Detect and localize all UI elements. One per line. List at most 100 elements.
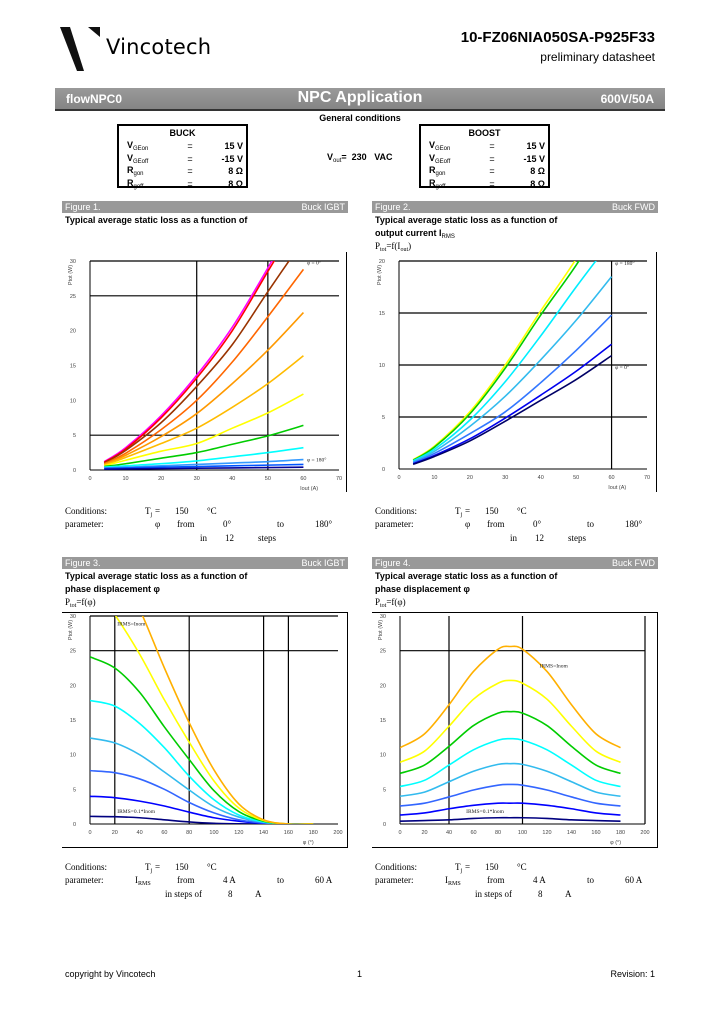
- symbol-letter: V: [127, 140, 134, 151]
- figure-device: Buck FWD: [611, 202, 655, 212]
- buck-title: BUCK: [169, 128, 196, 138]
- x-tick-label: 20: [112, 830, 118, 836]
- y-tick-label: 10: [379, 363, 385, 369]
- figure-header: Figure 3. Buck IGBT: [62, 557, 348, 569]
- value: -15 V: [221, 153, 243, 164]
- y-tick-label: 10: [70, 398, 76, 404]
- figure-label: Figure 2.: [375, 202, 411, 212]
- func-eq: =f(φ): [76, 597, 96, 607]
- figure-function: Ptot=f(Iout): [375, 241, 411, 253]
- func-sub: tot: [380, 247, 387, 253]
- series-line: [412, 343, 613, 465]
- x-tick-label: 50: [573, 475, 579, 481]
- x-tick-label: 20: [467, 475, 473, 481]
- chart-frame: [656, 252, 657, 492]
- t-sub: j: [150, 868, 153, 874]
- buck-conditions-box: BUCK VGEon = 15 V VGEoff = -15 V Rgon = 8 Ω Rgoff…: [117, 124, 248, 191]
- from-value: 0°: [223, 519, 232, 529]
- y-tick-label: 25: [380, 649, 386, 655]
- series-line: [400, 679, 621, 764]
- y-tick-label: 25: [70, 649, 76, 655]
- series-line: [103, 355, 304, 466]
- series-line: [412, 314, 613, 464]
- figure-function: Ptot=f(φ): [65, 597, 96, 609]
- boost-condition-row: Rgon = 8 Ω: [421, 165, 548, 178]
- buck-condition-row: Rgoff = 8 Ω: [119, 178, 246, 191]
- parameter-label: parameter:: [375, 875, 414, 885]
- series-line: [103, 261, 290, 464]
- temp-symbol: Tj: [145, 862, 152, 874]
- curve-annotation: IRMS=0.1*Inom: [117, 809, 156, 815]
- symbol: VGEoff: [119, 153, 177, 165]
- value: 15 V: [224, 141, 243, 152]
- to-label: to: [587, 519, 595, 529]
- func-eq: =f(I: [386, 241, 401, 251]
- x-tick-label: 120: [234, 830, 243, 836]
- x-tick-label: 10: [431, 475, 437, 481]
- y-tick-label: 30: [70, 614, 76, 620]
- equals: =: [155, 862, 161, 872]
- x-tick-label: 100: [518, 830, 527, 836]
- footer-page-number: 1: [357, 969, 363, 979]
- figure-header: Figure 2. Buck FWD: [372, 201, 658, 213]
- series-line: [400, 737, 621, 788]
- x-tick-label: 60: [609, 475, 615, 481]
- figure-device: Buck IGBT: [301, 202, 345, 212]
- func-p: P: [375, 597, 381, 607]
- buck-condition-row: VGEoff = -15 V: [119, 153, 246, 166]
- value: 8 Ω: [228, 166, 243, 177]
- y-tick-label: 0: [382, 467, 385, 473]
- from-label: from: [177, 519, 195, 529]
- subtitle-text: output current I: [375, 228, 442, 238]
- series-line: [104, 466, 304, 470]
- x-tick-label: 180: [616, 830, 625, 836]
- symbol: VGEon: [421, 140, 479, 152]
- y-tick-label: 20: [380, 683, 386, 689]
- subtitle-sub: RMS: [441, 234, 455, 240]
- x-tick-label: 140: [259, 830, 268, 836]
- temp-symbol: Tj: [145, 506, 152, 518]
- conditions-label: Conditions:: [375, 506, 418, 516]
- to-value: 180°: [625, 519, 643, 529]
- steps-label: steps: [568, 533, 586, 543]
- boost-condition-row: Rgoff = 8 Ω: [421, 178, 548, 191]
- x-axis-label: φ (°): [610, 840, 621, 846]
- in-steps-label: in steps of: [475, 889, 512, 899]
- symbol-subscript: gon: [133, 171, 144, 178]
- x-tick-label: 60: [300, 476, 306, 482]
- series-line: [90, 769, 314, 824]
- conditions-label: Conditions:: [65, 862, 108, 872]
- func-close: ): [408, 241, 412, 251]
- symbol: Rgon: [421, 165, 479, 177]
- rating: 600V/50A: [600, 92, 654, 106]
- step-unit: A: [565, 889, 572, 899]
- boost-title: BOOST: [468, 128, 501, 138]
- x-tick-label: 120: [542, 830, 551, 836]
- y-tick-label: 15: [70, 718, 76, 724]
- step-unit: A: [255, 889, 262, 899]
- chart-frame: [372, 612, 658, 848]
- symbol-letter: R: [429, 165, 436, 176]
- to-value: 60 A: [315, 875, 333, 885]
- vout-value: 230: [351, 152, 367, 162]
- from-value: 4 A: [533, 875, 546, 885]
- t-sub: j: [460, 868, 463, 874]
- symbol-subscript: GEoff: [133, 158, 149, 165]
- equals: =: [465, 506, 471, 516]
- func-p: P: [65, 597, 71, 607]
- y-axis-label: Ptot (W): [378, 620, 384, 640]
- temp-value: 150: [485, 862, 499, 872]
- parameter-symbol: φ: [465, 519, 470, 531]
- y-axis-label: Ptot (W): [377, 265, 383, 285]
- buck-condition-row: VGEon = 15 V: [119, 140, 246, 153]
- x-tick-label: 40: [137, 830, 143, 836]
- value: 8 Ω: [530, 178, 545, 189]
- temp-unit: °C: [517, 506, 527, 516]
- figure-device: Buck FWD: [611, 558, 655, 568]
- series-line: [400, 762, 621, 798]
- to-value: 60 A: [625, 875, 643, 885]
- figure-title: Typical average static loss as a functio…: [65, 571, 248, 581]
- x-axis-label: Iout (A): [608, 485, 626, 491]
- figure-title: Typical average static loss as a functio…: [375, 571, 558, 581]
